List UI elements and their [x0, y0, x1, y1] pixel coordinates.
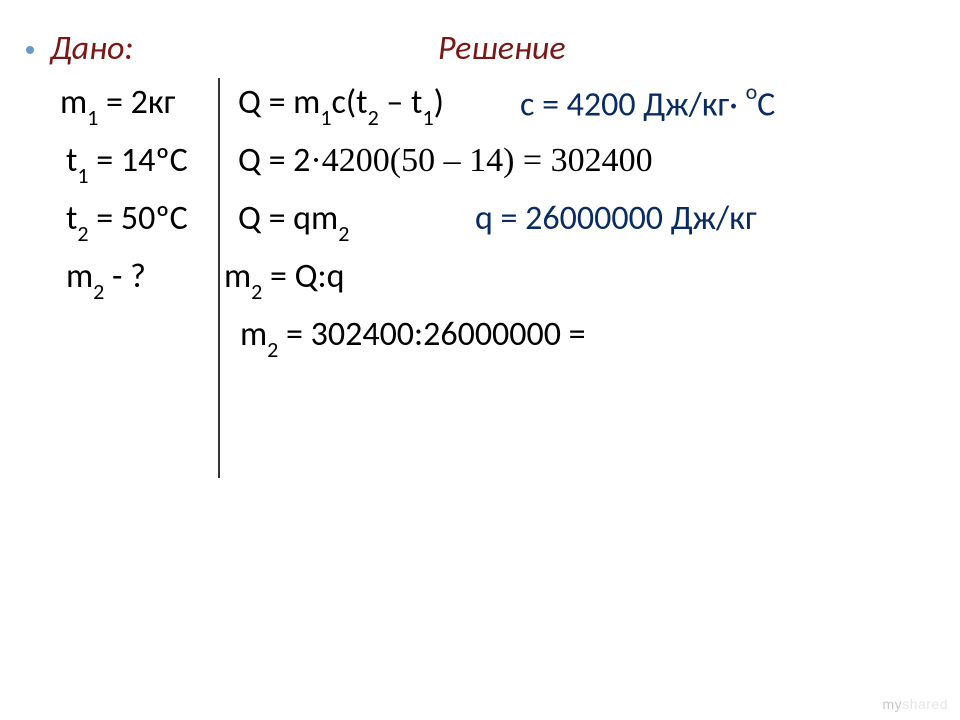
given-m1: m1 = 2кг: [60, 82, 175, 127]
sub: 2: [368, 104, 379, 131]
sol-m2-calc: m2 = 302400:26000000 =: [240, 314, 586, 359]
txt: - ?: [104, 256, 146, 297]
txt: ): [434, 82, 444, 123]
sub: 1: [422, 104, 433, 131]
txt: с = 4200 Дж/кг·: [520, 84, 746, 125]
txt: = 2кг: [98, 82, 175, 123]
txt: Q = 2: [238, 140, 310, 181]
sol-q-calc: Q = 2·4200(50 – 14) = 302400: [238, 140, 653, 181]
sub: 2: [267, 336, 278, 363]
txt: m: [66, 256, 93, 297]
given-t2: t2 = 50ºС: [66, 198, 188, 243]
txt: С: [757, 84, 775, 125]
sol-c-constant: с = 4200 Дж/кг· оС: [520, 82, 775, 125]
given-t1: t1 = 14ºС: [66, 140, 188, 185]
label-solution: Решение: [438, 28, 566, 69]
txt-serif: ·4200(50 – 14) = 302400: [310, 142, 652, 179]
txt: Q = qm: [238, 198, 338, 239]
txt: c(t: [332, 82, 368, 123]
watermark-b: shared: [902, 696, 948, 712]
sol-q-formula: Q = m1c(t2 – t1): [238, 82, 444, 127]
sub: 1: [87, 104, 98, 131]
slide: Дано: Решение m1 = 2кг t1 = 14ºС t2 = 50…: [0, 0, 960, 720]
txt: t: [66, 198, 77, 239]
sol-q-qm2: Q = qm2: [238, 198, 349, 243]
txt: Q = m: [238, 82, 320, 123]
txt: m: [224, 256, 251, 297]
txt: = 50ºС: [89, 198, 188, 239]
sub: 1: [320, 104, 331, 131]
txt: = 302400:26000000 =: [278, 314, 585, 355]
sol-m2-formula: m2 = Q:q: [224, 256, 344, 301]
sub: 2: [338, 220, 349, 247]
sub: 2: [93, 278, 104, 305]
sub: 2: [77, 220, 88, 247]
sol-q-constant: q = 26000000 Дж/кг: [475, 198, 757, 239]
sub: 2: [251, 278, 262, 305]
vertical-separator: [218, 78, 220, 478]
sup: о: [746, 78, 758, 105]
txt: t: [66, 140, 77, 181]
bullet-dot: [26, 46, 34, 54]
watermark: myshared: [883, 696, 948, 712]
watermark-a: my: [883, 696, 903, 712]
label-given: Дано:: [50, 28, 134, 69]
txt: = Q:q: [262, 256, 344, 297]
txt: m: [240, 314, 267, 355]
txt: = 14ºС: [89, 140, 188, 181]
txt: m: [60, 82, 87, 123]
sub: 1: [77, 162, 88, 189]
txt: – t: [379, 82, 423, 123]
given-m2-unknown: m2 - ?: [66, 256, 146, 301]
